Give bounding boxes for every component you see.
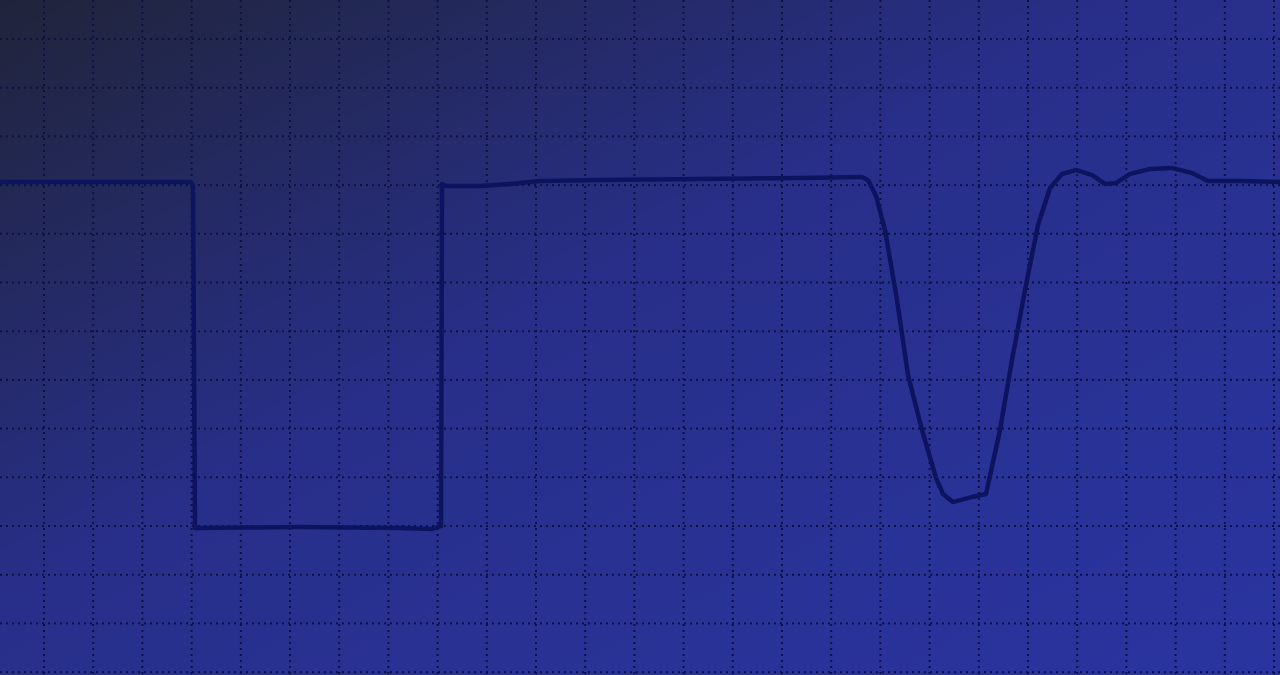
signal-trace <box>0 165 1280 532</box>
